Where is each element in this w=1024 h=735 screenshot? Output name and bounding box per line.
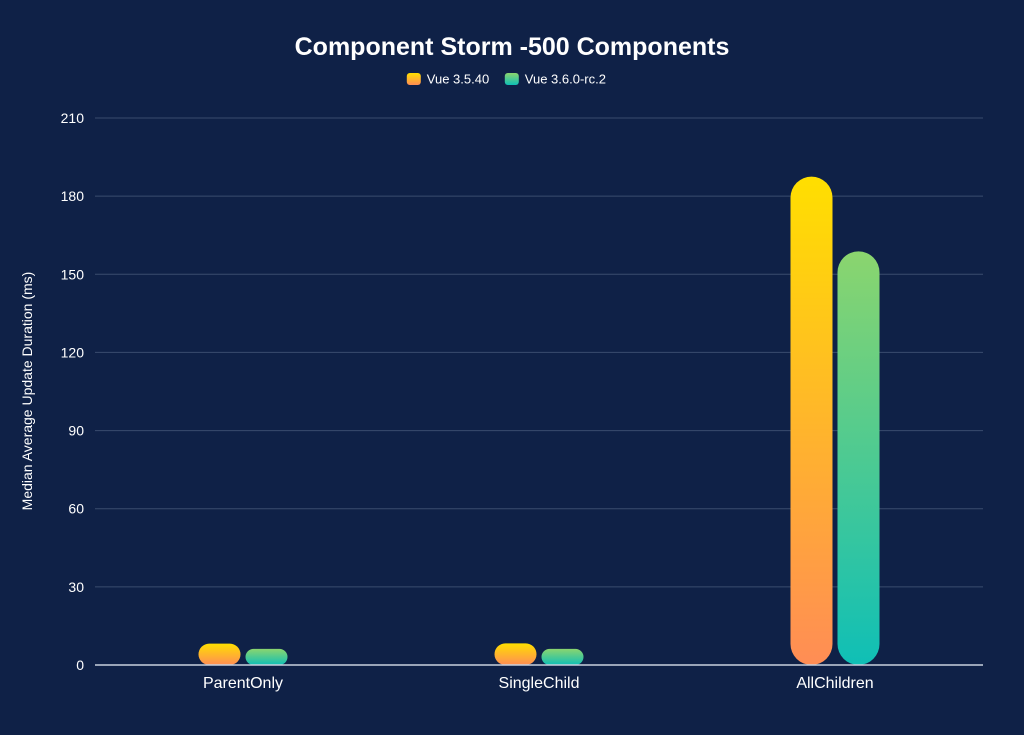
bar-parentonly-series-2[interactable] <box>245 648 288 665</box>
x-tick-label: ParentOnly <box>203 675 283 692</box>
chart-title: Component Storm -500 Components <box>295 33 730 61</box>
grid-lines <box>95 117 983 588</box>
y-tick-label: 30 <box>68 579 84 595</box>
y-tick-label: 90 <box>68 423 84 439</box>
y-tick-label: 60 <box>68 501 84 517</box>
legend-label: Vue 3.5.40 <box>427 72 489 87</box>
y-axis-ticks: 0 30 60 90 120 150 180 210 <box>61 110 85 673</box>
y-tick-label: 150 <box>61 266 85 282</box>
x-axis-ticks: ParentOnly SingleChild AllChildren <box>203 675 874 692</box>
bar-allchildren-series-2[interactable] <box>837 251 880 665</box>
bar-allchildren-series-1[interactable] <box>790 176 833 665</box>
y-tick-label: 120 <box>61 344 85 360</box>
x-tick-label: SingleChild <box>499 675 580 692</box>
x-tick-label: AllChildren <box>796 675 873 692</box>
legend-item-series-1[interactable]: Vue 3.5.40 <box>406 72 489 87</box>
y-tick-label: 180 <box>61 188 85 204</box>
bars <box>198 176 880 665</box>
bar-singlechild-series-1[interactable] <box>494 643 537 665</box>
legend-item-series-2[interactable]: Vue 3.6.0-rc.2 <box>504 72 606 87</box>
y-axis-label: Median Average Update Duration (ms) <box>19 272 35 511</box>
legend-label: Vue 3.6.0-rc.2 <box>525 72 606 87</box>
legend[interactable]: Vue 3.5.40 Vue 3.6.0-rc.2 <box>406 72 606 87</box>
legend-swatch <box>406 73 421 85</box>
y-tick-label: 0 <box>76 657 84 673</box>
legend-swatch <box>504 73 519 85</box>
y-tick-label: 210 <box>61 110 85 126</box>
bar-parentonly-series-1[interactable] <box>198 643 241 665</box>
bar-singlechild-series-2[interactable] <box>541 648 584 665</box>
